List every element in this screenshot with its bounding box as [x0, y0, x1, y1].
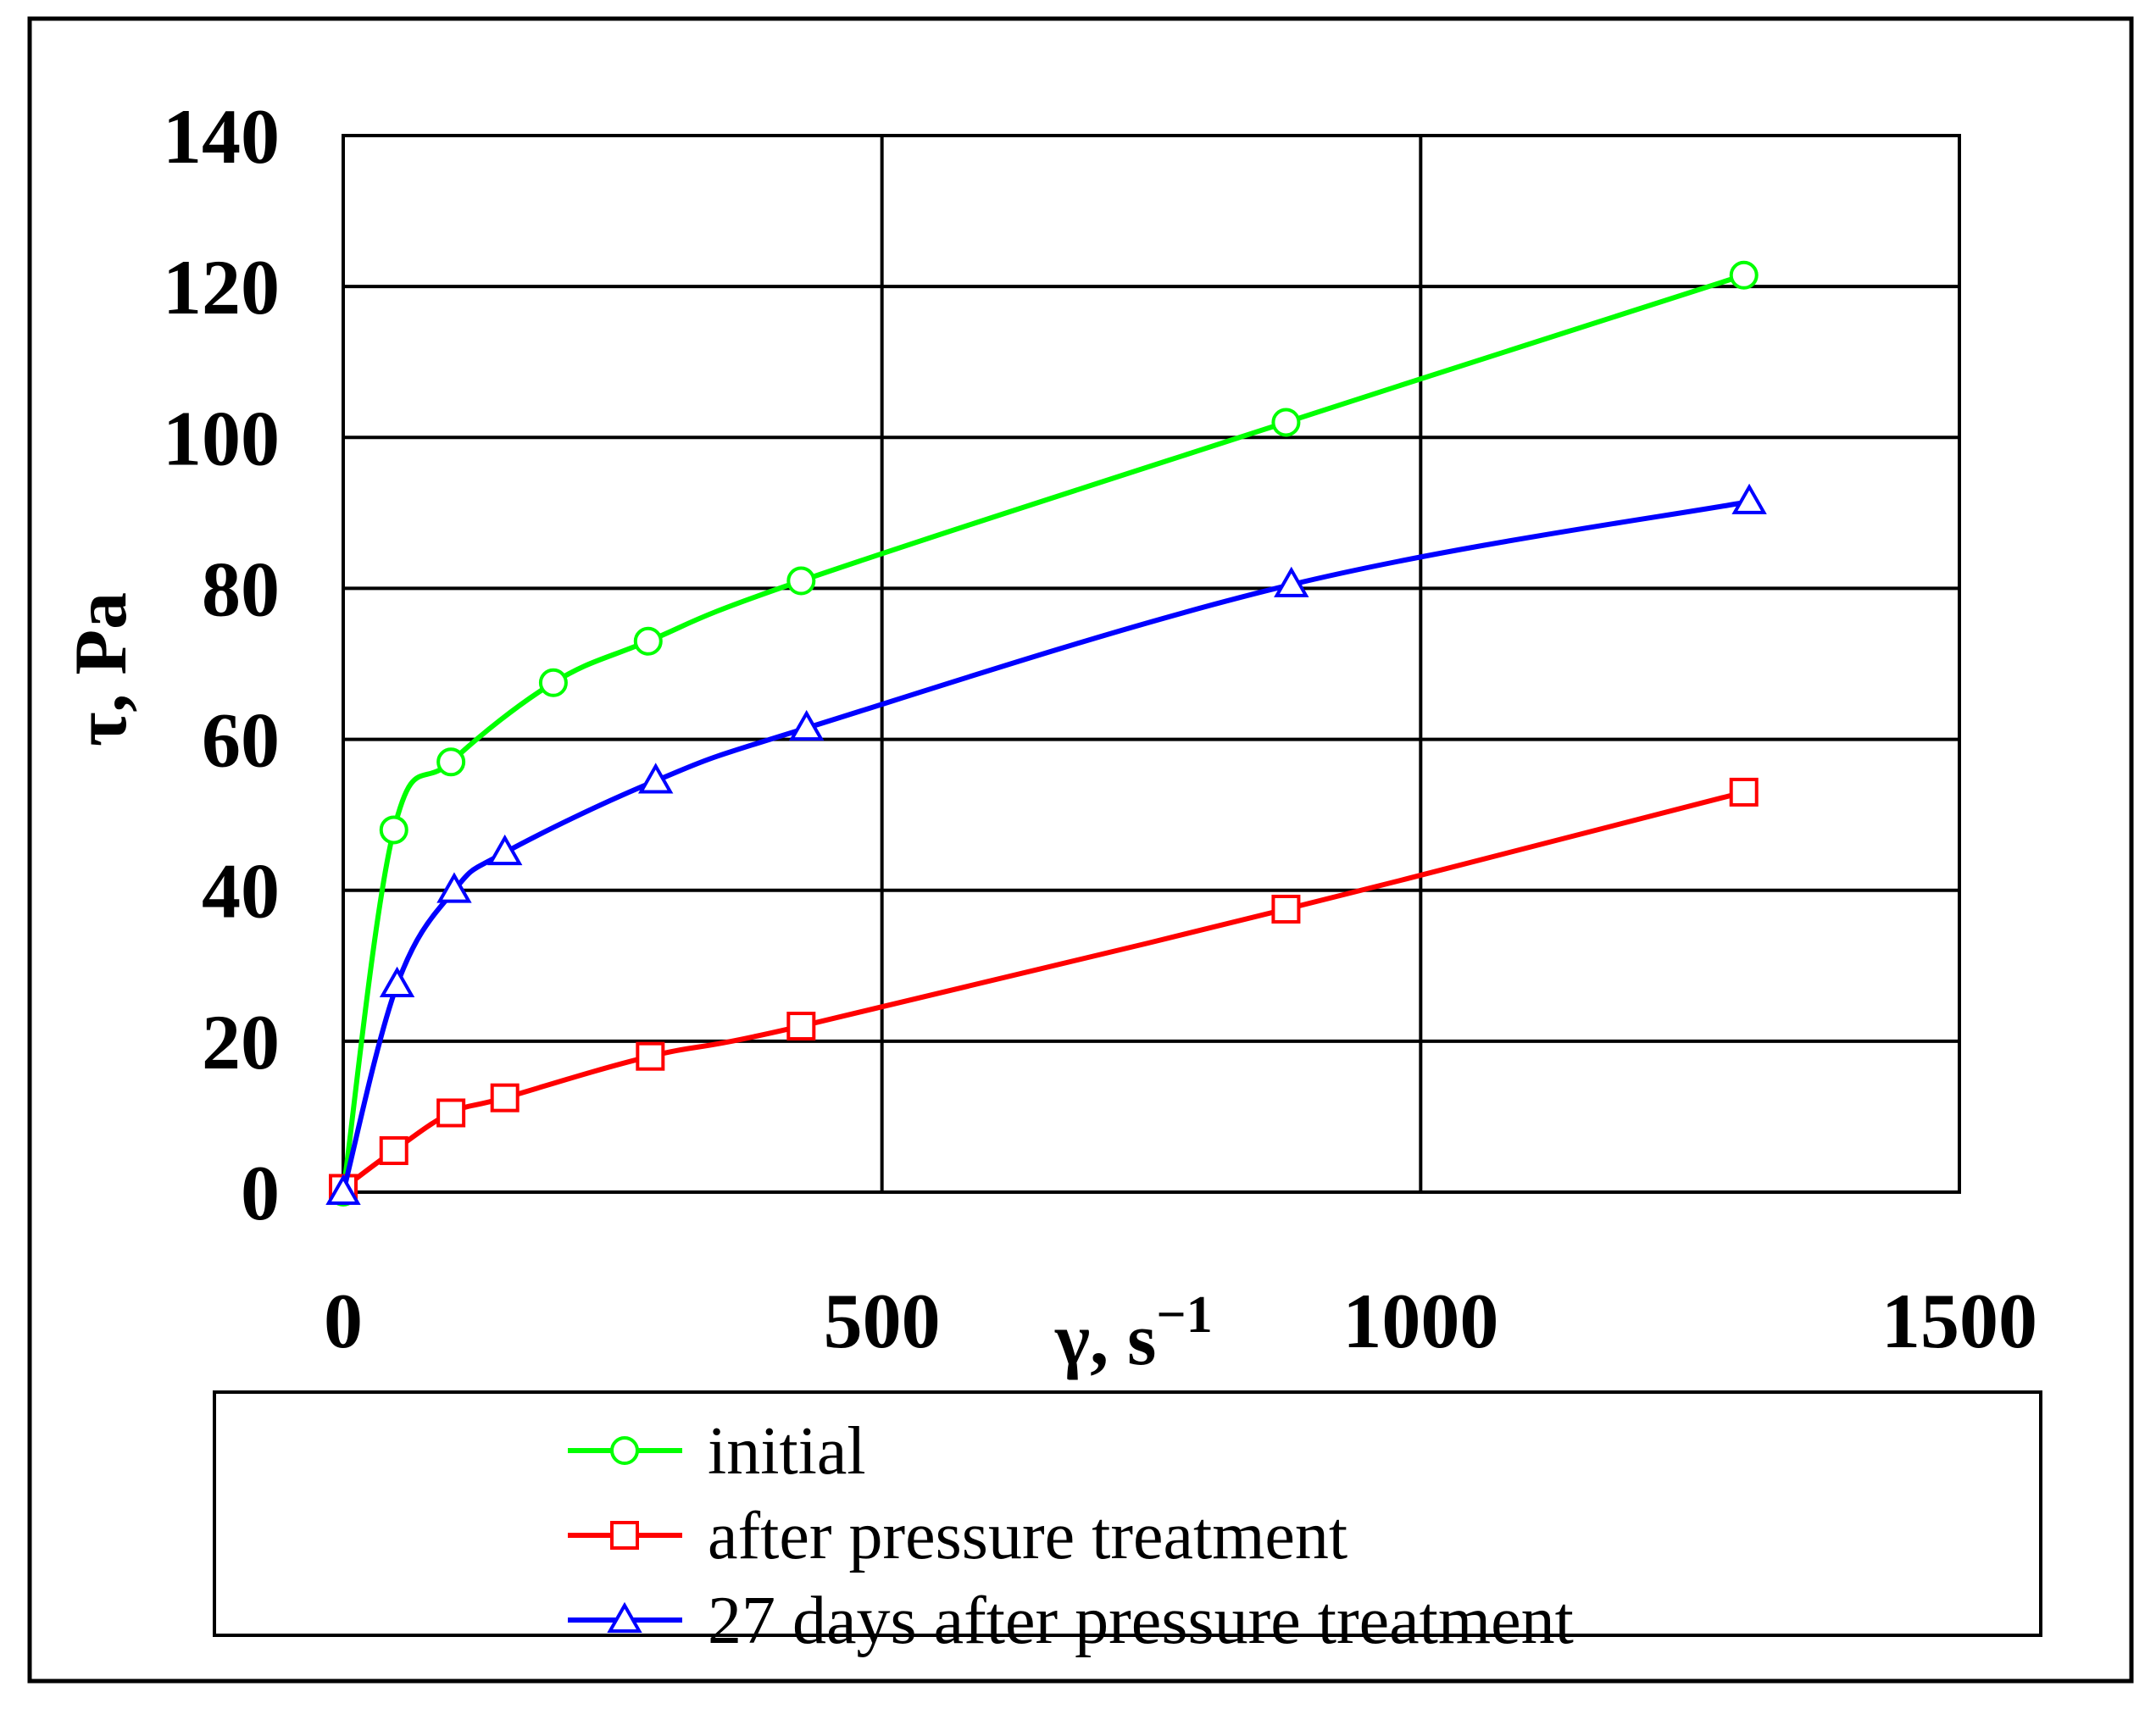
legend-label-2: after pressure treatment [708, 1499, 1348, 1573]
y-tick-label-140: 140 [163, 93, 280, 180]
legend-box [213, 1390, 2042, 1637]
series-1-point-2 [379, 815, 408, 845]
plot-area [342, 134, 1961, 1194]
x-tick-label-1000: 1000 [1342, 1278, 1498, 1364]
legend-entry-2: after pressure treatment [568, 1499, 1348, 1573]
series-1 [329, 260, 1759, 1207]
series-2-point-5 [636, 1041, 665, 1071]
legend-marker-2 [610, 1521, 639, 1550]
series-group [325, 260, 1767, 1207]
legend: initial after pressure treatment 27 days a… [568, 1414, 1574, 1658]
y-tick-label-60: 60 [202, 697, 280, 784]
series-2-point-8 [1729, 777, 1759, 807]
series-2-line [342, 790, 1745, 1190]
grid [343, 136, 1959, 1192]
x-tick-labels: 0 500 1000 1500 [324, 1278, 2037, 1364]
series-3-point-1 [325, 1174, 361, 1205]
legend-entry-3: 27 days after pressure treatment [568, 1584, 1574, 1658]
series-1-point-6 [786, 566, 816, 596]
series-2 [329, 777, 1759, 1203]
x-axis-title: γ, s−1 [1054, 1286, 1213, 1381]
legend-label-1: initial [708, 1414, 866, 1489]
legend-label-3: 27 days after pressure treatment [708, 1584, 1574, 1658]
series-3-point-6 [788, 709, 825, 741]
legend-marker-3 [607, 1601, 642, 1633]
y-tick-label-80: 80 [202, 546, 280, 632]
series-2-point-4 [490, 1083, 520, 1113]
series-3-point-8 [1731, 483, 1767, 514]
series-1-point-8 [1729, 260, 1759, 290]
series-3-point-4 [487, 834, 523, 866]
series-1-point-5 [633, 626, 663, 656]
y-tick-label-0: 0 [241, 1150, 280, 1236]
series-2-point-2 [379, 1136, 408, 1166]
series-3-point-5 [637, 763, 674, 794]
x-tick-label-1500: 1500 [1881, 1278, 2037, 1364]
x-tick-label-0: 0 [324, 1278, 363, 1364]
series-1-point-4 [538, 668, 568, 697]
x-axis-title-exponent: −1 [1156, 1286, 1212, 1344]
y-axis-title: τ, Pa [60, 592, 142, 746]
x-tick-label-500: 500 [824, 1278, 941, 1364]
series-1-point-7 [1271, 408, 1301, 437]
y-tick-labels: 0 20 40 60 80 100 120 140 [163, 93, 280, 1236]
series-1-line [341, 272, 1745, 1193]
x-axis-title-main: γ, s [1054, 1299, 1156, 1381]
series-3-point-3 [436, 872, 472, 903]
outer-frame [27, 16, 2134, 1684]
series-2-point-6 [786, 1012, 816, 1041]
y-tick-label-40: 40 [202, 848, 280, 935]
y-tick-label-100: 100 [163, 395, 280, 481]
series-3-point-7 [1274, 566, 1309, 597]
series-3 [325, 483, 1767, 1205]
series-2-point-3 [436, 1098, 466, 1128]
series-2-point-7 [1271, 894, 1301, 924]
legend-entry-1: initial [568, 1414, 866, 1489]
legend-marker-1 [610, 1436, 639, 1465]
y-tick-label-120: 120 [163, 244, 280, 330]
y-tick-label-20: 20 [202, 999, 280, 1085]
series-1-point-3 [436, 747, 466, 777]
series-3-line [341, 499, 1750, 1193]
series-3-point-2 [379, 966, 415, 997]
